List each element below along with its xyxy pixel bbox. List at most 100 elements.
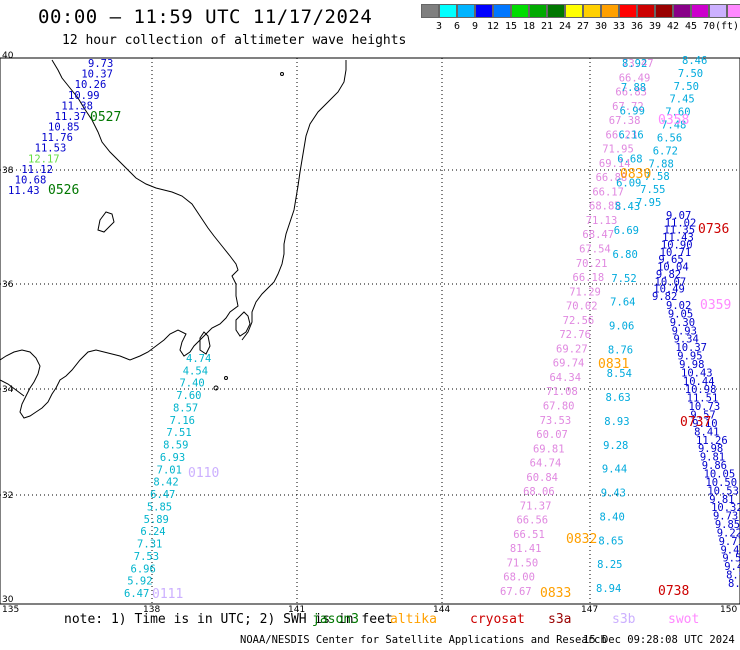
pass-time-label: 0527 <box>90 110 121 125</box>
color-swatch <box>457 4 475 18</box>
wave-height-label: 66.23 <box>606 129 638 141</box>
color-swatch <box>655 4 673 18</box>
color-scale-tick: 27 <box>576 21 590 32</box>
color-swatch <box>421 4 439 18</box>
color-swatch <box>565 4 583 18</box>
wave-height-label: 60.84 <box>526 472 558 484</box>
wave-height-label: 10.43 <box>681 367 713 379</box>
wave-height-label: 6.68 <box>617 153 642 165</box>
wave-height-label: 6.69 <box>614 225 639 237</box>
wave-height-label: 6.47 <box>124 588 149 600</box>
wave-height-label: 7.88 <box>649 158 674 170</box>
wave-height-label: 8.41 <box>694 426 719 438</box>
wave-height-label: 66.18 <box>573 272 605 284</box>
boso-peninsula <box>235 311 251 337</box>
wave-height-label: 8.9 <box>726 570 740 582</box>
wave-height-label: 69.27 <box>556 343 588 355</box>
color-swatch <box>529 4 547 18</box>
wave-height-label: 10.37 <box>81 69 113 81</box>
color-scale-tick: 33 <box>612 21 626 32</box>
color-swatch <box>709 4 727 18</box>
izu-island-1 <box>213 385 219 391</box>
wave-height-label: 71.08 <box>546 386 578 398</box>
wave-height-label: 11.43 <box>662 232 694 244</box>
wave-height-label: 9.06 <box>609 321 634 333</box>
wave-height-label: 70.21 <box>576 258 608 270</box>
noto-peninsula <box>97 211 115 233</box>
pass-time-label: 0736 <box>698 222 729 237</box>
color-scale-tick: (ft) <box>714 21 740 32</box>
color-swatch <box>511 4 529 18</box>
wave-height-label: 8.76 <box>608 344 633 356</box>
wave-height-label: 66.56 <box>516 515 548 527</box>
shikoku-coast <box>0 379 25 397</box>
color-scale-tick: 9 <box>471 21 479 32</box>
wave-height-label: 11.37 <box>55 111 87 123</box>
pass-time-label: 0359 <box>700 298 731 313</box>
wave-height-label: 9.82 <box>656 269 681 281</box>
wave-height-label: 68.47 <box>582 229 614 241</box>
wave-height-label: 9.98 <box>698 443 723 455</box>
wave-height-label: 8.46 <box>682 55 707 67</box>
wave-height-label: 9.57 <box>690 410 715 422</box>
wave-height-label: 8.57 <box>173 402 198 414</box>
wave-height-label: 9.85 <box>715 519 740 531</box>
honshu-east-coast <box>241 60 347 341</box>
izu-island-2 <box>224 376 228 380</box>
wave-height-label: 6.72 <box>653 145 678 157</box>
wave-height-label: 68.06 <box>523 486 555 498</box>
color-scale-tick: 70 <box>702 21 716 32</box>
wave-height-label: 7.51 <box>166 427 191 439</box>
wave-height-label: 7.52 <box>611 273 636 285</box>
wave-height-label: 67.38 <box>609 115 641 127</box>
wave-height-label: 10.37 <box>675 342 707 354</box>
x-tick-label: 147 <box>581 605 598 615</box>
wave-height-label: 7.50 <box>678 68 703 80</box>
wave-height-label: 9.30 <box>670 317 695 329</box>
wave-height-label: 4.74 <box>186 353 211 365</box>
wave-height-label: 10.05 <box>704 468 736 480</box>
color-scale-tick: 42 <box>666 21 680 32</box>
x-tick-label: 138 <box>143 605 160 615</box>
wave-height-label: 9.73 <box>88 58 113 70</box>
x-tick-label: 141 <box>288 605 305 615</box>
wave-height-label: 67.67 <box>500 586 532 598</box>
color-scale-tick: 3 <box>435 21 443 32</box>
wave-height-label: 71.13 <box>586 215 618 227</box>
wave-height-label: 11.43 <box>8 185 40 197</box>
wave-height-label: 6.24 <box>140 526 165 538</box>
credit-text: NOAA/NESDIS Center for Satellite Applica… <box>240 634 607 646</box>
wave-height-label: 71.29 <box>569 286 601 298</box>
wave-height-label: 7.60 <box>176 390 201 402</box>
wave-height-label: 68.00 <box>503 572 535 584</box>
wave-height-label: 10.71 <box>660 247 692 259</box>
color-scale-tick: 21 <box>540 21 554 32</box>
wave-height-label: 7.01 <box>157 464 182 476</box>
wave-height-label: 9.93 <box>672 325 697 337</box>
wave-height-label: 60.07 <box>536 429 568 441</box>
wave-height-label: 73.53 <box>540 415 572 427</box>
wave-height-label: 66.51 <box>513 529 545 541</box>
wave-height-label: 7.58 <box>644 171 669 183</box>
y-tick-label: 36 <box>2 280 14 290</box>
color-swatch <box>493 4 511 18</box>
wave-height-label: 8.92 <box>622 58 647 70</box>
pass-time-label: 0738 <box>658 584 689 599</box>
wave-height-label: 9.73 <box>713 511 738 523</box>
pass-time-label: 0358 <box>658 113 689 128</box>
pass-time-label: 0831 <box>598 357 629 372</box>
wave-height-label: 10.53 <box>707 485 739 497</box>
wave-height-label: 7.31 <box>137 539 162 551</box>
color-swatch <box>475 4 493 18</box>
color-swatch <box>727 4 740 18</box>
wave-height-label: 6.56 <box>657 132 682 144</box>
wave-height-label: 7.50 <box>674 81 699 93</box>
color-scale-tick: 30 <box>594 21 608 32</box>
legend-entry: altika <box>390 612 437 627</box>
wave-height-label: 8.1 <box>728 578 740 590</box>
wave-height-label: 7.53 <box>134 551 159 563</box>
wave-height-label: 64.34 <box>549 372 581 384</box>
wave-height-label: 8.42 <box>153 477 178 489</box>
y-tick-label: 30 <box>2 595 14 605</box>
